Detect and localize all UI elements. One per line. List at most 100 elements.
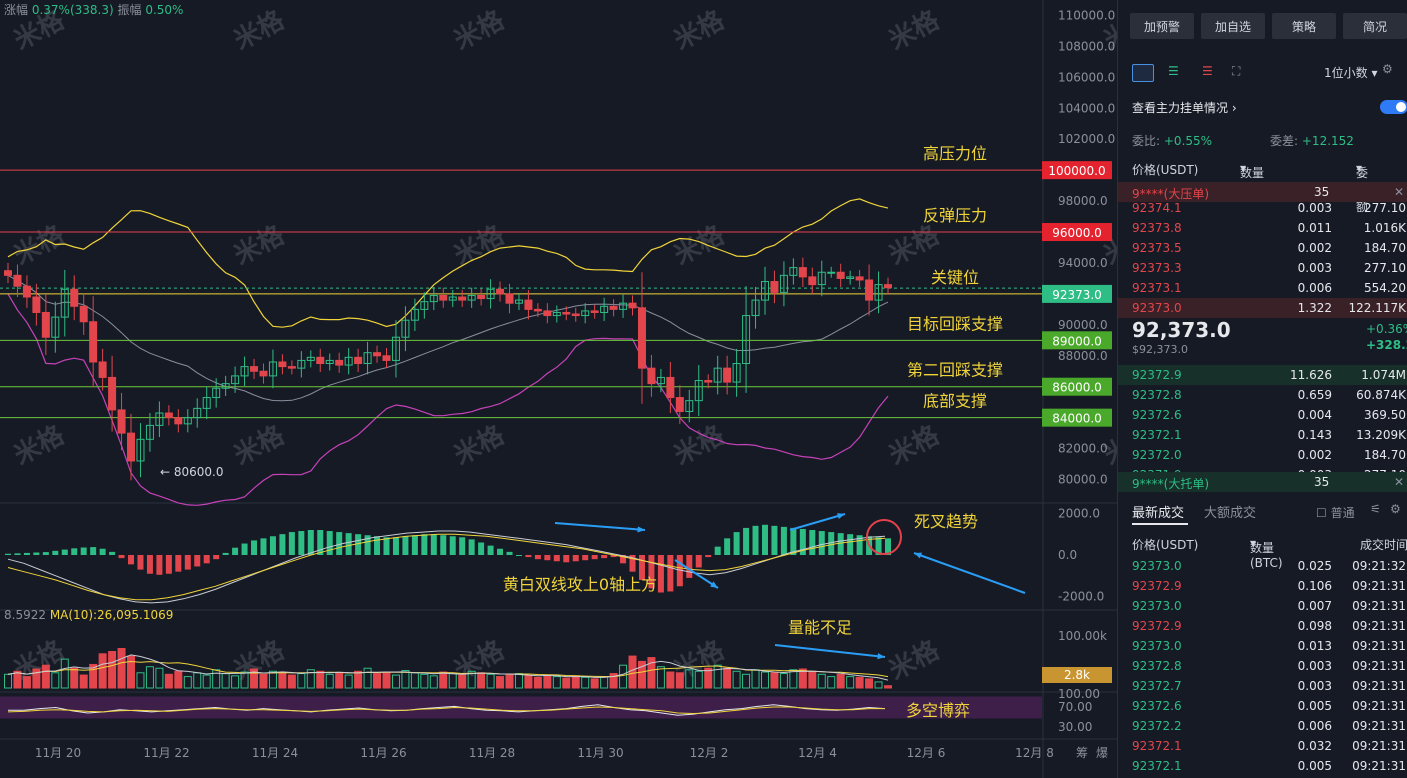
- bid-row[interactable]: 92372.6 0.004 369.50: [1132, 408, 1406, 422]
- close-icon[interactable]: ✕: [1394, 475, 1405, 489]
- amount-header-dropdown[interactable]: 委托额 ▾: [1356, 161, 1369, 214]
- volume-bar: [306, 669, 315, 689]
- volume-bar: [779, 673, 788, 689]
- volume-bar: [619, 664, 628, 689]
- candle-body: [41, 311, 50, 338]
- volume-bar: [231, 675, 240, 689]
- main-order-link[interactable]: 查看主力挂单情况 ›: [1132, 101, 1237, 115]
- candle-body: [524, 299, 533, 310]
- trade-row[interactable]: 92372.9 0.098 09:21:31: [1132, 619, 1406, 633]
- candle-body: [354, 356, 363, 365]
- volume-bar: [609, 673, 618, 689]
- candle-body: [836, 271, 845, 279]
- settings-icon[interactable]: ⚙: [1390, 502, 1401, 516]
- tab-latest-trades[interactable]: 最新成交: [1132, 506, 1185, 521]
- bid-row[interactable]: 92372.0 0.002 184.70: [1132, 448, 1406, 462]
- bid-row[interactable]: 92372.1 0.143 13.209K: [1132, 428, 1406, 442]
- macd-histogram-bar: [780, 526, 787, 555]
- volume-bar: [297, 673, 306, 689]
- strategy-button[interactable]: 策略: [1272, 13, 1336, 39]
- fullscreen-icon[interactable]: ⛶: [1232, 64, 1241, 78]
- bid-row[interactable]: 92372.8 0.659 60.874K: [1132, 388, 1406, 402]
- volume-bar: [760, 671, 769, 689]
- macd-histogram-bar: [345, 533, 352, 555]
- volume-bar: [458, 674, 467, 689]
- bid-row[interactable]: 92372.9 11.626 1.074M: [1118, 365, 1407, 385]
- trade-row[interactable]: 92372.9 0.106 09:21:31: [1132, 579, 1406, 593]
- trades-qty-dropdown[interactable]: 数量(BTC) ▾: [1250, 536, 1283, 570]
- ask-row[interactable]: 92374.1 0.003 277.10: [1132, 201, 1406, 215]
- candle-body: [817, 271, 826, 286]
- candle-body: [89, 321, 98, 363]
- trade-row[interactable]: 92373.0 0.007 09:21:31: [1132, 599, 1406, 613]
- candle-body: [656, 376, 665, 385]
- level-axis-label: 89000.0: [1052, 334, 1102, 348]
- decimal-select[interactable]: 1位小数 ▾: [1324, 66, 1378, 80]
- trade-row[interactable]: 92372.7 0.003 09:21:31: [1132, 679, 1406, 693]
- ask-row[interactable]: 92373.5 0.002 184.70: [1132, 241, 1406, 255]
- macd-histogram-bar: [752, 525, 759, 555]
- volume-bar: [836, 673, 845, 689]
- volume-bar: [552, 676, 561, 689]
- volume-bar: [855, 676, 864, 689]
- add-favorite-button[interactable]: 加自选: [1201, 13, 1265, 39]
- asks-view-icon[interactable]: ☰: [1202, 64, 1213, 78]
- candle-body: [808, 276, 817, 286]
- ask-row[interactable]: 92373.3 0.003 277.10: [1132, 261, 1406, 275]
- trade-row[interactable]: 92373.0 0.025 09:21:32: [1132, 559, 1406, 573]
- close-icon[interactable]: ✕: [1394, 185, 1405, 199]
- volume-annotation: 量能不足: [788, 618, 852, 637]
- candle-body: [723, 367, 732, 383]
- tab-large-trades[interactable]: 大额成交: [1204, 506, 1257, 521]
- level-annotation: 反弹压力: [923, 206, 987, 225]
- macd-histogram-bar: [146, 555, 153, 574]
- candle-body: [760, 281, 769, 301]
- macd-annotation: 黄白双线攻上0轴上方: [503, 575, 657, 594]
- ask-row[interactable]: 92373.8 0.011 1.016K: [1132, 221, 1406, 235]
- macd-histogram-bar: [165, 555, 172, 574]
- macd-histogram-bar: [430, 534, 437, 555]
- trade-row[interactable]: 92372.8 0.003 09:21:31: [1132, 659, 1406, 673]
- volume-bar: [874, 681, 883, 689]
- filter-icon[interactable]: ⚟: [1370, 502, 1381, 516]
- watermark-text: 米格: [229, 4, 290, 56]
- bids-view-icon[interactable]: ☰: [1168, 64, 1179, 78]
- y-tick-label: 90000.0: [1058, 318, 1108, 332]
- boll-mid-line: [7, 274, 889, 402]
- volume-bar: [505, 674, 514, 689]
- both-sides-view-icon[interactable]: [1132, 64, 1154, 82]
- ask-row[interactable]: 92373.0 1.322 122.117K: [1118, 298, 1407, 318]
- volume-bar: [373, 673, 382, 689]
- main-order-toggle[interactable]: [1380, 100, 1407, 114]
- volume-bar: [581, 676, 590, 689]
- volume-bar: [685, 669, 694, 689]
- qty-header-dropdown[interactable]: 数量 (BTC) ▾: [1240, 161, 1273, 195]
- watermark-text: 米格: [229, 419, 290, 471]
- trade-row[interactable]: 92372.1 0.032 09:21:31: [1132, 739, 1406, 753]
- trade-row[interactable]: 92372.2 0.006 09:21:31: [1132, 719, 1406, 733]
- macd-histogram-bar: [222, 552, 229, 555]
- candle-body: [732, 363, 741, 383]
- trade-row[interactable]: 92372.1 0.005 09:21:31: [1132, 759, 1406, 773]
- volume-bar: [514, 673, 523, 689]
- add-alert-button[interactable]: 加预警: [1130, 13, 1194, 39]
- ask-row[interactable]: 92373.1 0.006 554.20: [1132, 281, 1406, 295]
- volume-bar: [98, 653, 107, 689]
- candle-body: [155, 412, 164, 426]
- candle-body: [316, 356, 325, 365]
- overview-button[interactable]: 简况: [1343, 13, 1407, 39]
- candle-body: [458, 296, 467, 301]
- trade-row[interactable]: 92373.0 0.013 09:21:31: [1132, 639, 1406, 653]
- candle-body: [543, 310, 552, 317]
- settings-icon[interactable]: ⚙: [1382, 62, 1393, 76]
- volume-bar: [732, 670, 741, 689]
- trade-row[interactable]: 92372.6 0.005 09:21:31: [1132, 699, 1406, 713]
- macd-histogram-bar: [818, 531, 825, 555]
- macd-y-tick: -2000.0: [1058, 590, 1104, 604]
- chart-area[interactable]: 米格 米格 米格 米格 米格 米格 米格 米格 米格 米格 米格 米格 米格 米格 米格 米格 米格 米格 米格 米格…: [0, 0, 1117, 778]
- volume-y-tick: 100.00k: [1058, 629, 1107, 643]
- normal-checkbox[interactable]: ☐ 普通: [1316, 506, 1355, 520]
- macd-histogram-bar: [733, 532, 740, 555]
- volume-bar: [401, 670, 410, 689]
